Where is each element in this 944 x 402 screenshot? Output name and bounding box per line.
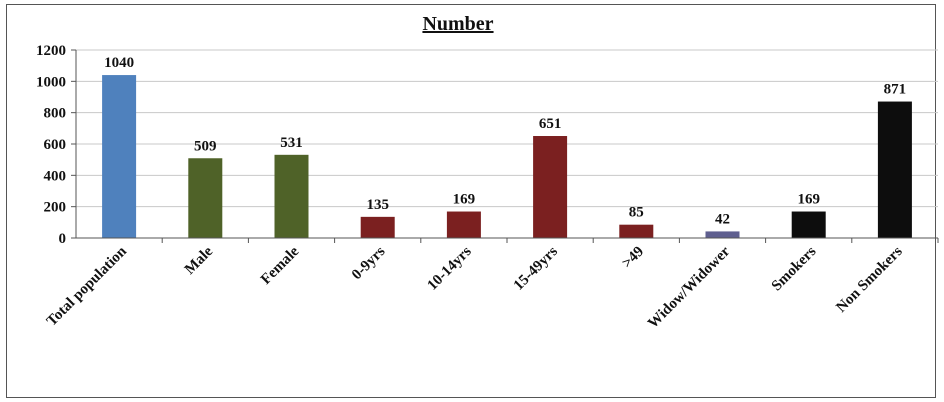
bar bbox=[705, 231, 740, 238]
y-axis: 0 200 400 600 800 1000 1200 bbox=[36, 43, 77, 247]
x-tick-label: 10-14yrs bbox=[425, 243, 475, 293]
x-tick-label: 0-9yrs bbox=[349, 243, 389, 283]
data-label: 651 bbox=[539, 116, 562, 132]
x-tick-label: Female bbox=[258, 243, 303, 288]
x-tick-label: >49 bbox=[619, 244, 647, 272]
bar bbox=[533, 136, 568, 238]
bar bbox=[791, 211, 826, 238]
y-tick-label: 800 bbox=[44, 106, 67, 122]
bar bbox=[360, 216, 395, 238]
bar bbox=[446, 211, 481, 238]
bar bbox=[274, 154, 309, 238]
chart-frame bbox=[6, 4, 936, 398]
y-tick-label: 1000 bbox=[36, 74, 66, 90]
x-tick-label: Smokers bbox=[769, 243, 820, 294]
x-tick-label: 15-49yrs bbox=[511, 243, 561, 293]
data-label: 42 bbox=[715, 211, 730, 227]
x-tick-label: Non Smokers bbox=[833, 243, 905, 315]
x-tick-label: Widow/Widower bbox=[645, 243, 733, 331]
y-tick-label: 200 bbox=[44, 200, 67, 216]
bar bbox=[188, 158, 223, 238]
data-label: 169 bbox=[453, 192, 476, 208]
x-tick-label: Male bbox=[182, 243, 217, 278]
chart-title: Number bbox=[422, 13, 493, 35]
data-label: 135 bbox=[366, 197, 389, 213]
bar bbox=[619, 224, 654, 238]
bars bbox=[102, 75, 912, 238]
data-label: 871 bbox=[884, 82, 907, 98]
data-label: 1040 bbox=[104, 55, 134, 71]
y-tick-label: 0 bbox=[59, 231, 67, 247]
data-label: 509 bbox=[194, 138, 217, 154]
y-tick-label: 1200 bbox=[36, 43, 66, 59]
data-label: 531 bbox=[280, 135, 303, 151]
y-tick-label: 600 bbox=[44, 137, 67, 153]
y-tick-label: 400 bbox=[44, 168, 67, 184]
data-label: 169 bbox=[797, 192, 820, 208]
data-label: 85 bbox=[629, 205, 644, 221]
x-tick-label: Total population bbox=[44, 243, 131, 330]
bar bbox=[102, 75, 137, 238]
x-axis: Total population Male Female 0-9yrs 10-14yrs… bbox=[44, 237, 939, 332]
bar bbox=[877, 101, 912, 238]
data-labels: 1040 509 531 135 169 651 85 42 169 871 bbox=[104, 55, 906, 227]
